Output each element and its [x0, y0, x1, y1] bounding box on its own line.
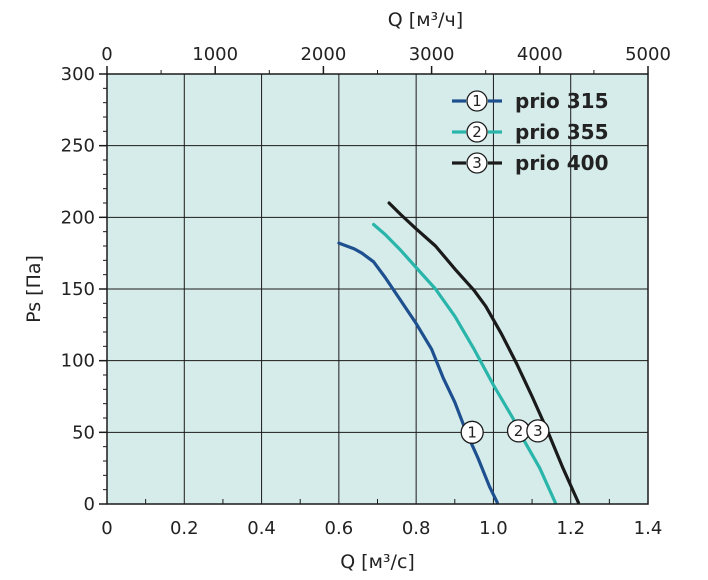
series-line-1	[337, 241, 499, 505]
legend-entry-label: prio 355	[515, 120, 609, 144]
legend-marker-circle	[466, 90, 488, 112]
legend-marker-circle	[466, 121, 488, 143]
x2-tick-label: 4000	[517, 44, 563, 65]
axes: 0 0.2 0.4 0.6 0.8 1.0 1.2 1.4 0 50 100 150 200 250 300…	[61, 44, 671, 539]
x-tick-label: 1.0	[479, 518, 508, 539]
x2-tick-label: 3000	[409, 44, 455, 65]
x2-tick-label: 1000	[192, 44, 238, 65]
curve-marker-circle	[460, 420, 484, 444]
legend-marker-label: 2	[472, 123, 482, 141]
y-tick-label: 300	[61, 64, 95, 85]
y-tick-label: 50	[72, 422, 95, 443]
legend-entry-label: prio 400	[515, 151, 609, 175]
curve-marker-label: 2	[514, 422, 524, 440]
curve-marker-label: 3	[533, 422, 543, 440]
x-tick-label: 1.4	[634, 518, 663, 539]
curve-marker-label: 1	[467, 423, 477, 441]
x-tick-label: 1.2	[556, 518, 585, 539]
x-axis-title: Q [м³/с]	[340, 551, 415, 573]
legend-marker-label: 1	[472, 92, 482, 110]
x-tick-label: 0.8	[402, 518, 431, 539]
legend-entry-label: prio 315	[515, 89, 609, 113]
legend: 1 prio 315 2 prio 355 3 prio 400	[452, 89, 609, 175]
curve-marker-circle	[526, 419, 550, 443]
y-tick-label: 200	[61, 207, 95, 228]
y-tick-label: 150	[61, 279, 95, 300]
legend-marker-label: 3	[472, 154, 482, 172]
x-tick-label: 0.6	[325, 518, 354, 539]
y-tick-label: 100	[61, 351, 95, 372]
y-axis-title: Ps [Па]	[23, 255, 45, 323]
x2-axis-title: Q [м³/ч]	[388, 9, 463, 31]
x2-tick-label: 5000	[625, 44, 671, 65]
x-tick-label: 0.4	[247, 518, 276, 539]
y-tick-label: 0	[84, 494, 95, 515]
x-tick-label: 0	[101, 518, 112, 539]
y-tick-label: 250	[61, 136, 95, 157]
legend-marker-circle	[466, 152, 488, 174]
x2-tick-label: 2000	[300, 44, 346, 65]
x2-tick-label: 0	[101, 44, 112, 65]
x-tick-label: 0.2	[170, 518, 199, 539]
series-line-2	[372, 222, 557, 505]
